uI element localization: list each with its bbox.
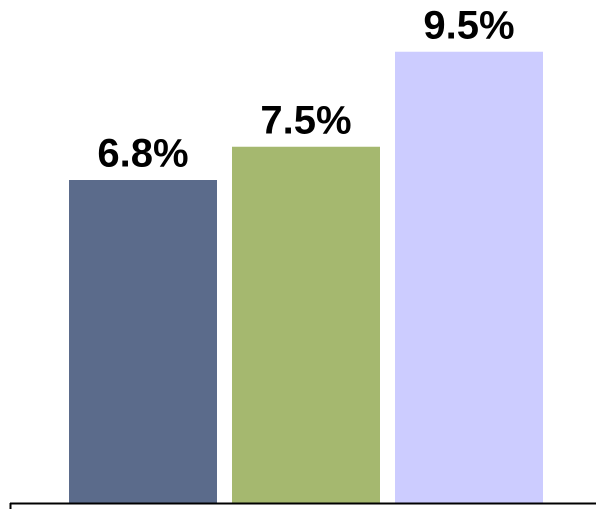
value-label: 6.8%	[97, 132, 188, 176]
value-label: 9.5%	[423, 3, 514, 47]
bar	[232, 146, 380, 503]
bar	[395, 51, 543, 503]
value-label: 7.5%	[260, 98, 351, 142]
bar	[69, 180, 217, 503]
